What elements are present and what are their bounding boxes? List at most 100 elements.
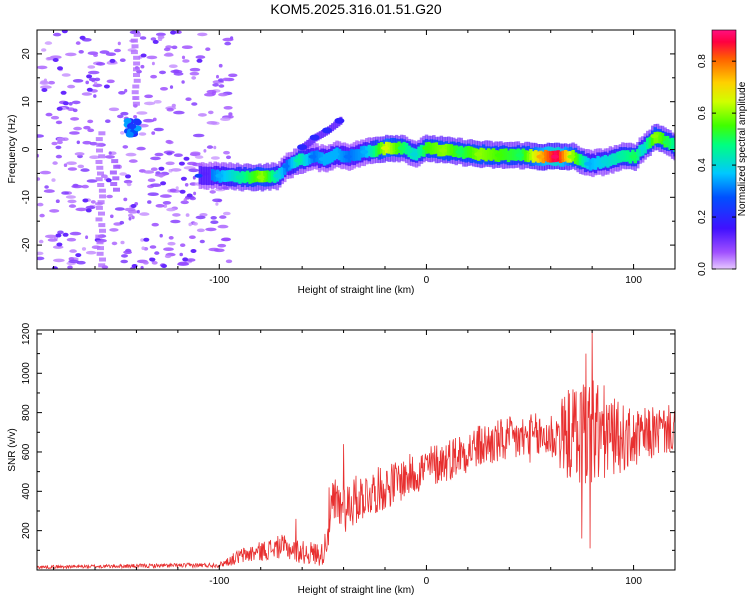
spectral-stripe-cell — [96, 240, 104, 245]
spectral-cluster-cell — [125, 131, 134, 138]
ridge-branch-point — [322, 127, 332, 134]
spectral-speckle — [45, 112, 53, 117]
spectral-speckle — [163, 247, 174, 251]
spectral-speckle — [118, 91, 126, 95]
spectral-speckle — [111, 241, 118, 246]
ridge-branch-point — [334, 117, 345, 124]
ridge-point — [567, 154, 576, 159]
spectral-speckle — [119, 58, 126, 62]
ridge-cell — [486, 151, 491, 158]
spectral-speckle — [190, 249, 197, 253]
ridge-point — [273, 173, 282, 178]
spectral-speckle — [123, 250, 132, 255]
ridge-point — [318, 157, 327, 162]
ridge-cell — [447, 147, 451, 154]
ridge-point — [617, 154, 626, 159]
spectral-speckle — [165, 161, 175, 166]
spectral-stripe-cell — [95, 160, 103, 164]
spectral-speckle — [114, 48, 121, 53]
spectral-speckle — [189, 67, 201, 72]
spectral-speckle — [50, 115, 60, 120]
spectral-speckle — [67, 199, 77, 204]
ridge-cell — [228, 169, 232, 182]
ridge-cell — [387, 146, 391, 152]
spectral-stripe-cell — [133, 55, 141, 60]
spectral-speckle — [55, 154, 63, 159]
spectral-stripe-cell — [97, 171, 104, 176]
spectral-speckle — [192, 133, 205, 138]
spectral-speckle — [166, 107, 174, 112]
spectral-speckle — [184, 183, 189, 187]
spectral-speckle — [91, 78, 95, 83]
spectral-speckle — [170, 30, 177, 35]
snr-ylabel: SNR (v/v) — [7, 428, 18, 471]
spectral-speckle — [222, 77, 230, 82]
spectral-speckle — [66, 161, 77, 165]
spectral-stripe-cell — [95, 217, 103, 222]
spectral-speckle — [197, 32, 208, 37]
spectral-stripe-cell — [112, 176, 120, 181]
spectral-stripe-cell — [111, 159, 119, 164]
spectral-speckle — [73, 126, 82, 131]
spectral-speckle — [76, 140, 81, 145]
spectral-speckle — [189, 71, 200, 76]
ridge-cell — [561, 153, 565, 160]
spectral-speckle — [108, 151, 112, 155]
spectral-speckle — [191, 76, 197, 80]
ridge-point — [360, 149, 369, 154]
x-tick-label: -100 — [209, 275, 229, 286]
spectral-speckle — [65, 52, 77, 57]
spectral-speckle — [39, 170, 52, 175]
spectral-speckle — [62, 101, 69, 106]
ridge-point — [494, 153, 503, 158]
spectral-speckle — [55, 145, 62, 150]
ridge-branch-cell — [310, 136, 314, 145]
spectral-speckle — [196, 228, 205, 233]
ridge-cell — [278, 168, 282, 180]
ridge-cell — [613, 153, 618, 165]
spectral-speckle — [216, 74, 219, 79]
spectral-speckle — [37, 177, 41, 181]
spectral-speckle — [87, 70, 100, 75]
spectral-speckle — [105, 178, 112, 183]
ridge-cell — [432, 145, 436, 151]
ridge-point — [308, 154, 317, 159]
spectral-speckle — [47, 238, 58, 242]
spectral-speckle — [150, 74, 158, 79]
ridge-cell — [526, 152, 531, 159]
spectral-speckle — [161, 264, 167, 268]
y-tick-label: 400 — [21, 483, 32, 500]
spectral-speckle — [99, 50, 110, 54]
ridge-cell — [404, 143, 409, 155]
spectral-speckle — [81, 247, 87, 251]
spectral-speckle — [226, 155, 231, 160]
spectral-stripe-cell — [95, 205, 103, 210]
spectral-speckle — [210, 216, 217, 220]
ridge-point — [550, 154, 559, 159]
spectral-speckle — [75, 207, 88, 212]
ridge-cell — [305, 154, 309, 166]
spectral-speckle — [130, 204, 137, 208]
spectral-speckle — [94, 81, 98, 85]
x-tick-label: 0 — [424, 576, 430, 587]
spectral-speckle — [60, 90, 67, 95]
ridge-cell — [469, 150, 473, 157]
spectral-speckle — [167, 241, 176, 246]
spectral-speckle — [40, 85, 52, 89]
spectral-speckle — [143, 118, 155, 123]
spectral-speckle — [157, 37, 163, 41]
spectral-speckle — [175, 186, 179, 190]
spectral-speckle — [195, 215, 206, 220]
spectral-speckle — [147, 192, 159, 196]
spectral-speckle — [104, 155, 115, 159]
spectral-speckle — [121, 254, 128, 258]
spectral-speckle — [223, 150, 230, 155]
spectral-speckle — [90, 200, 96, 204]
spectral-speckle — [82, 198, 89, 203]
spectral-speckle — [117, 41, 121, 46]
ridge-cell — [350, 149, 354, 161]
spectral-speckle — [140, 64, 145, 69]
spectral-speckle — [154, 251, 160, 255]
spectral-speckle — [44, 41, 53, 45]
